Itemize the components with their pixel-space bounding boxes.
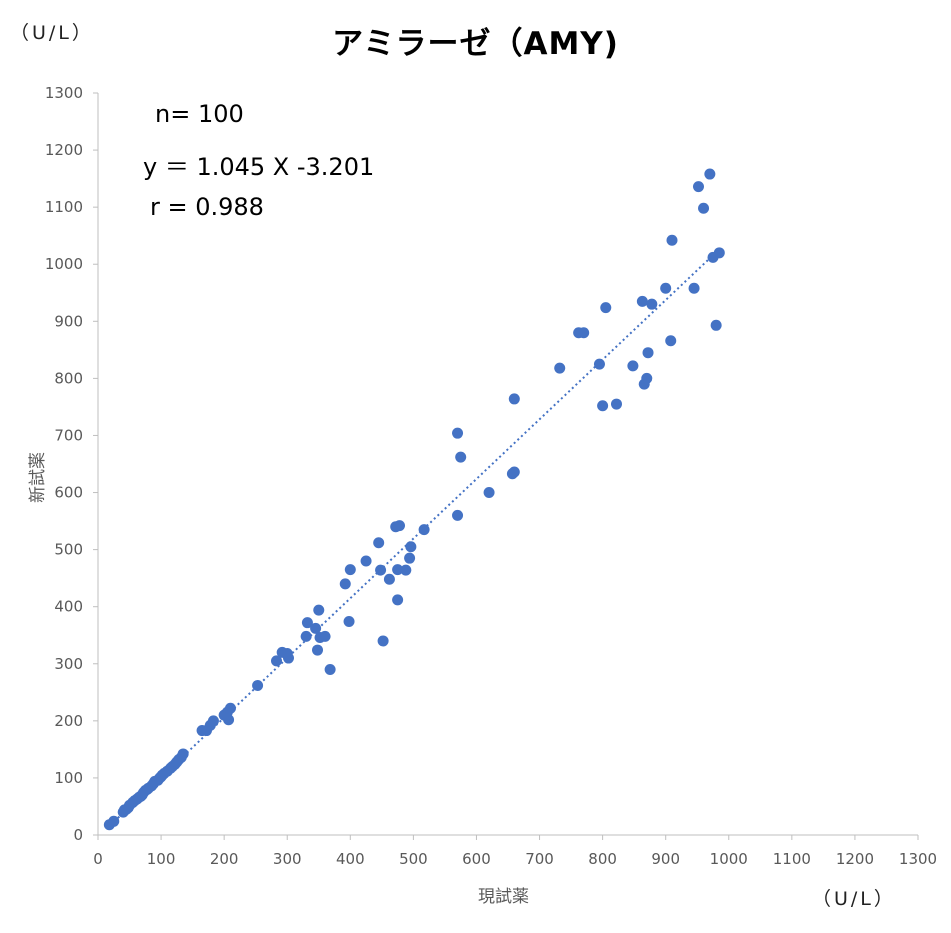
- data-point: [300, 630, 312, 642]
- data-point: [313, 604, 325, 616]
- y-tick-label: 1300: [45, 84, 83, 102]
- y-axis-unit: （U/L）: [10, 22, 94, 44]
- data-point: [593, 358, 605, 370]
- data-point: [207, 715, 219, 727]
- data-point: [452, 427, 464, 439]
- data-point: [404, 552, 416, 564]
- data-point: [343, 616, 355, 628]
- data-point: [324, 663, 336, 675]
- data-point: [108, 815, 120, 827]
- data-point: [698, 202, 710, 214]
- data-point: [418, 524, 430, 536]
- x-tick-label: 700: [525, 850, 554, 868]
- y-tick-label: 1200: [45, 141, 83, 159]
- data-point: [600, 302, 612, 314]
- data-point: [223, 714, 235, 726]
- y-tick-label: 300: [54, 655, 83, 673]
- x-tick-label: 1300: [899, 850, 937, 868]
- data-point: [383, 573, 395, 585]
- data-point: [641, 372, 653, 384]
- data-point: [360, 555, 372, 567]
- x-tick-label: 600: [462, 850, 491, 868]
- data-point: [597, 400, 609, 412]
- x-axis-unit: （U/L）: [812, 888, 896, 910]
- data-point: [483, 487, 495, 499]
- data-point: [271, 655, 283, 667]
- x-axis-title: 現試薬: [478, 887, 529, 907]
- y-tick-label: 800: [54, 369, 83, 387]
- y-tick-label: 0: [73, 826, 83, 844]
- data-point: [344, 564, 356, 576]
- data-point: [452, 509, 464, 521]
- x-tick-label: 500: [399, 850, 428, 868]
- x-tick-label: 1000: [710, 850, 748, 868]
- data-point: [252, 679, 264, 691]
- x-tick-label: 900: [651, 850, 680, 868]
- data-point: [627, 360, 639, 372]
- data-point: [688, 282, 700, 294]
- data-point: [707, 251, 719, 263]
- y-tick-label: 200: [54, 712, 83, 730]
- x-tick-label: 100: [147, 850, 176, 868]
- x-tick-label: 200: [210, 850, 239, 868]
- data-point: [319, 630, 331, 642]
- data-point: [392, 594, 404, 606]
- y-tick-label: 900: [54, 312, 83, 330]
- data-point: [642, 347, 654, 359]
- x-tick-label: 300: [273, 850, 302, 868]
- data-point: [646, 298, 658, 310]
- data-point: [301, 617, 313, 629]
- data-point: [704, 168, 716, 180]
- data-point: [508, 466, 520, 478]
- y-tick-label: 500: [54, 541, 83, 559]
- stat-equation: y ＝ 1.045 X -3.201: [143, 153, 375, 181]
- y-tick-label: 600: [54, 484, 83, 502]
- stat-n: n= 100: [155, 100, 244, 128]
- x-tick-label: 0: [93, 850, 103, 868]
- data-point: [394, 520, 406, 532]
- y-tick-label: 1000: [45, 255, 83, 273]
- data-point: [666, 234, 678, 246]
- data-point: [692, 181, 704, 193]
- x-tick-label: 1100: [773, 850, 811, 868]
- data-point: [339, 578, 351, 590]
- y-tick-label: 1100: [45, 198, 83, 216]
- data-point: [400, 564, 412, 576]
- data-point: [455, 451, 467, 463]
- data-point: [282, 652, 294, 664]
- data-point: [177, 748, 189, 760]
- data-point: [375, 564, 387, 576]
- data-point: [610, 398, 622, 410]
- data-point: [392, 564, 404, 576]
- data-point: [554, 362, 566, 374]
- y-tick-label: 700: [54, 426, 83, 444]
- data-point: [578, 327, 590, 339]
- x-tick-label: 1200: [836, 850, 874, 868]
- trendline: [109, 251, 717, 826]
- data-point: [373, 537, 385, 549]
- data-point: [224, 702, 236, 714]
- data-point: [665, 335, 677, 347]
- data-point: [405, 541, 417, 553]
- x-tick-label: 400: [336, 850, 365, 868]
- chart-title: アミラーゼ（AMY): [332, 26, 619, 62]
- data-point: [377, 635, 389, 647]
- stat-r: r = 0.988: [150, 193, 264, 221]
- data-point: [636, 295, 648, 307]
- data-point: [508, 393, 520, 405]
- data-point: [710, 319, 722, 331]
- y-tick-label: 400: [54, 598, 83, 616]
- data-point: [310, 622, 322, 634]
- y-tick-label: 100: [54, 769, 83, 787]
- data-point: [660, 282, 672, 294]
- data-point: [312, 644, 324, 656]
- x-tick-label: 800: [588, 850, 617, 868]
